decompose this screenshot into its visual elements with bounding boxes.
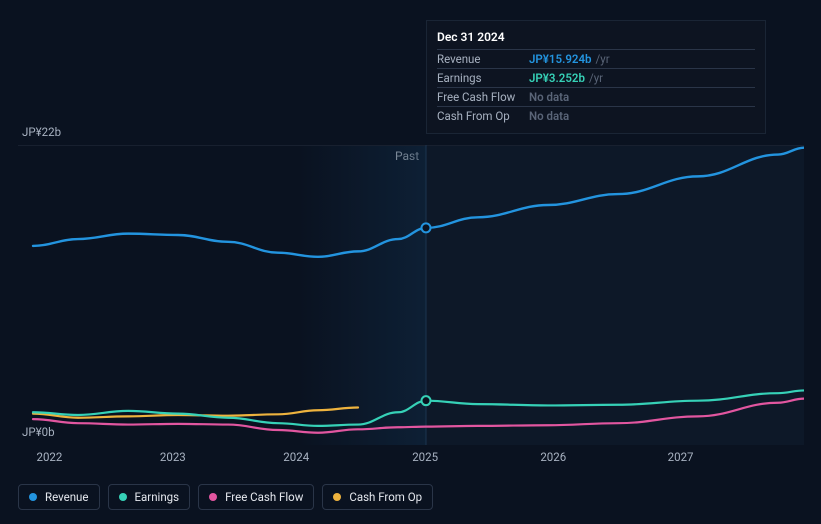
x-axis-label: 2025 (412, 450, 438, 464)
y-axis-top-label: JP¥22b (22, 125, 61, 139)
legend-dot-icon (333, 493, 341, 501)
tooltip-label: Free Cash Flow (437, 90, 529, 104)
tooltip-row: Cash From OpNo data (437, 106, 755, 125)
tooltip-suffix: /yr (596, 52, 610, 66)
chart-area (18, 145, 804, 445)
legend: Revenue Earnings Free Cash Flow Cash From O… (18, 484, 433, 510)
tooltip-row: EarningsJP¥3.252b/yr (437, 68, 755, 87)
legend-item[interactable]: Earnings (108, 484, 191, 510)
tooltip-value: JP¥3.252b (529, 71, 585, 85)
x-axis-label: 2026 (540, 450, 566, 464)
tooltip-value: No data (529, 109, 569, 123)
legend-item[interactable]: Cash From Op (322, 484, 433, 510)
tooltip-value: No data (529, 90, 569, 104)
chart-svg (18, 145, 804, 445)
x-axis-label: 2024 (283, 450, 309, 464)
tooltip-label: Cash From Op (437, 109, 529, 123)
tooltip-value: JP¥15.924b (529, 52, 592, 66)
x-axis-labels: 2022 2023 2024 2025 2026 2027 (18, 450, 804, 470)
tooltip-row: Free Cash FlowNo data (437, 87, 755, 106)
tooltip-suffix: /yr (589, 71, 603, 85)
legend-label: Free Cash Flow (225, 490, 303, 504)
legend-item[interactable]: Free Cash Flow (198, 484, 314, 510)
tooltip-row: RevenueJP¥15.924b/yr (437, 49, 755, 68)
legend-dot-icon (209, 493, 217, 501)
x-axis-label: 2027 (668, 450, 694, 464)
tooltip-date: Dec 31 2024 (437, 27, 755, 49)
legend-dot-icon (119, 493, 127, 501)
legend-label: Cash From Op (349, 490, 422, 504)
tooltip-label: Revenue (437, 52, 529, 66)
legend-dot-icon (29, 493, 37, 501)
legend-label: Revenue (45, 490, 89, 504)
x-axis-label: 2022 (37, 450, 63, 464)
tooltip-label: Earnings (437, 71, 529, 85)
x-axis-label: 2023 (160, 450, 186, 464)
legend-label: Earnings (135, 490, 180, 504)
legend-item[interactable]: Revenue (18, 484, 100, 510)
chart-tooltip: Dec 31 2024 RevenueJP¥15.924b/yrEarnings… (426, 20, 766, 134)
